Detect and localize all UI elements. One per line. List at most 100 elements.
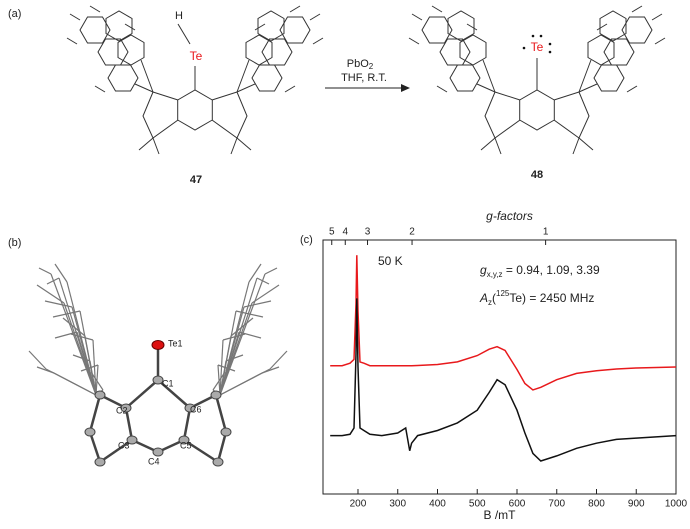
- top-tick-label: 3: [365, 227, 371, 238]
- ring: [519, 89, 555, 131]
- bond: [138, 137, 154, 151]
- bond: [494, 137, 502, 155]
- x-tick-label: 500: [469, 499, 486, 510]
- bond: [54, 263, 68, 283]
- bond: [235, 310, 264, 318]
- bond: [219, 310, 237, 396]
- ring: [107, 64, 139, 92]
- bond: [88, 431, 102, 463]
- bond: [58, 277, 97, 396]
- bond: [411, 13, 423, 21]
- bond: [236, 83, 256, 93]
- ring: [484, 91, 521, 139]
- annotation: gx,y,z = 0.94, 1.09, 3.39: [480, 263, 600, 279]
- bond: [256, 277, 270, 285]
- bond: [92, 339, 97, 396]
- bond: [95, 364, 99, 396]
- ring: [211, 91, 248, 139]
- bond: [216, 431, 228, 463]
- x-tick-label: 600: [509, 499, 526, 510]
- top-axis-label: g-factors: [486, 209, 533, 223]
- atom-label: Te: [531, 40, 544, 54]
- top-tick-label: 4: [342, 227, 348, 238]
- ring: [142, 91, 179, 139]
- superscript: 125: [496, 289, 510, 298]
- atom: [220, 427, 232, 437]
- bond: [230, 137, 238, 155]
- annotation: 50 K: [378, 254, 403, 268]
- atom-label: C2: [116, 405, 128, 415]
- subscript: z: [488, 298, 492, 307]
- bond: [248, 263, 262, 283]
- ring: [587, 34, 615, 66]
- bond: [431, 5, 443, 13]
- bond: [52, 310, 81, 318]
- bond: [182, 407, 192, 441]
- bond: [89, 5, 101, 13]
- ring: [257, 10, 285, 42]
- bond: [124, 407, 134, 441]
- bond: [269, 350, 288, 370]
- ring: [439, 38, 471, 66]
- bond: [436, 85, 448, 93]
- bond: [251, 284, 280, 304]
- bond: [312, 37, 324, 45]
- panel-label: (c): [300, 234, 313, 246]
- ring: [251, 64, 283, 92]
- atom: [184, 403, 196, 413]
- bond: [578, 137, 594, 151]
- bond: [466, 23, 478, 31]
- atom: [120, 403, 132, 413]
- bond: [596, 23, 608, 31]
- compound-number: 48: [531, 169, 543, 181]
- annotation: Az(125Te) = 2450 MHz: [479, 289, 594, 307]
- bond: [222, 333, 246, 341]
- molecule-48: [408, 5, 666, 155]
- conditions: THF, R.T.: [341, 72, 387, 84]
- bond: [79, 310, 97, 396]
- bond: [125, 379, 159, 409]
- bond: [219, 339, 224, 396]
- bond: [124, 23, 136, 31]
- ring: [447, 10, 475, 42]
- crystal-structure: Te1 C1 C2 C3 C4 C5 C6: [28, 263, 288, 467]
- ring: [449, 64, 481, 92]
- atom-label: C5: [180, 440, 192, 450]
- x-tick-label: 200: [350, 499, 367, 510]
- atom-label: C1: [162, 378, 174, 388]
- atom: [94, 390, 106, 400]
- reagent: PbO2: [347, 58, 374, 71]
- text: Te) = 2450 MHz: [509, 291, 594, 305]
- ring: [279, 16, 311, 44]
- atom-label: C4: [148, 456, 160, 466]
- lone-pairs: [522, 34, 552, 54]
- bond: [631, 5, 643, 13]
- bond: [572, 137, 580, 155]
- ring: [79, 16, 111, 44]
- atom-label: H: [175, 10, 183, 22]
- bond: [157, 379, 191, 409]
- x-axis-label: B /mT: [484, 508, 517, 522]
- atom: [126, 435, 138, 445]
- atom-label: C3: [118, 440, 130, 450]
- ring: [105, 10, 133, 42]
- bond: [578, 83, 598, 93]
- x-tick-label: 800: [588, 499, 605, 510]
- atom-te: [151, 340, 165, 350]
- bond: [140, 59, 154, 93]
- bond: [94, 85, 106, 93]
- bond: [99, 438, 133, 464]
- bond: [219, 372, 263, 396]
- bond: [284, 85, 296, 93]
- bond: [66, 281, 97, 396]
- panel-label: (b): [8, 237, 21, 249]
- bond: [214, 394, 228, 433]
- ring: [621, 16, 653, 44]
- symbol: A: [479, 291, 488, 305]
- arrow-head: [401, 84, 410, 92]
- bond: [66, 37, 78, 45]
- text: (: [492, 291, 496, 305]
- symbol: g: [480, 263, 487, 277]
- bond: [236, 59, 250, 93]
